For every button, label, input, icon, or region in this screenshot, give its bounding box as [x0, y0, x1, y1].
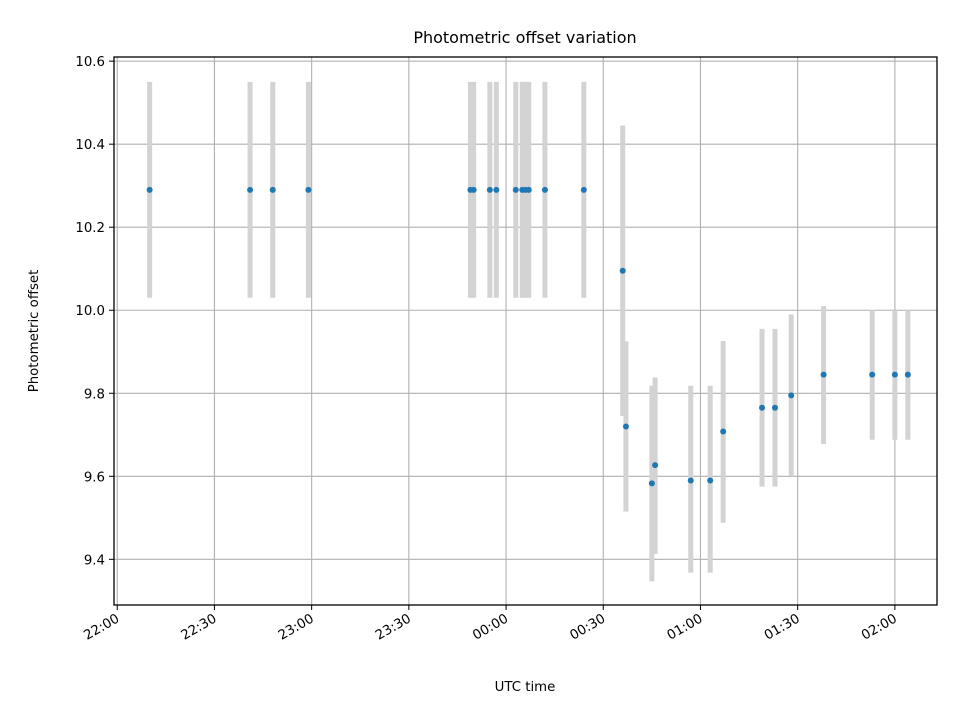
data-point [820, 371, 827, 378]
data-point [622, 423, 629, 430]
plot-frame [113, 56, 938, 606]
y-tick-label: 10.4 [75, 138, 105, 153]
data-point [470, 186, 477, 193]
data-point [759, 404, 766, 411]
data-point [648, 480, 655, 487]
data-point [771, 404, 778, 411]
data-point [904, 371, 911, 378]
y-tick-label: 9.8 [84, 387, 105, 402]
data-point [525, 186, 532, 193]
y-tick-label: 10.6 [75, 55, 105, 70]
y-axis-label: Photometric offset [27, 270, 42, 393]
data-point [512, 186, 519, 193]
data-point [580, 186, 587, 193]
data-point [541, 186, 548, 193]
data-point [146, 186, 153, 193]
data-point [869, 371, 876, 378]
y-tick-label: 10.0 [75, 304, 105, 319]
data-points [146, 186, 911, 487]
data-point [493, 186, 500, 193]
chart-title: Photometric offset variation [413, 28, 636, 47]
data-point [619, 267, 626, 274]
data-point [788, 392, 795, 399]
y-tick-label: 9.4 [84, 553, 105, 568]
data-point [247, 186, 254, 193]
data-point [891, 371, 898, 378]
data-point [652, 462, 659, 469]
data-point [687, 477, 694, 484]
data-point [269, 186, 276, 193]
data-point [720, 428, 727, 435]
y-tick-label: 9.6 [84, 470, 105, 485]
data-point [486, 186, 493, 193]
y-axis-ticks: 9.4 9.6 9.8 10.0 10.2 10.4 10.6 [75, 55, 114, 568]
data-point [305, 186, 312, 193]
x-axis-label: UTC time [495, 680, 556, 695]
y-tick-label: 10.2 [75, 221, 105, 236]
data-point [707, 477, 714, 484]
